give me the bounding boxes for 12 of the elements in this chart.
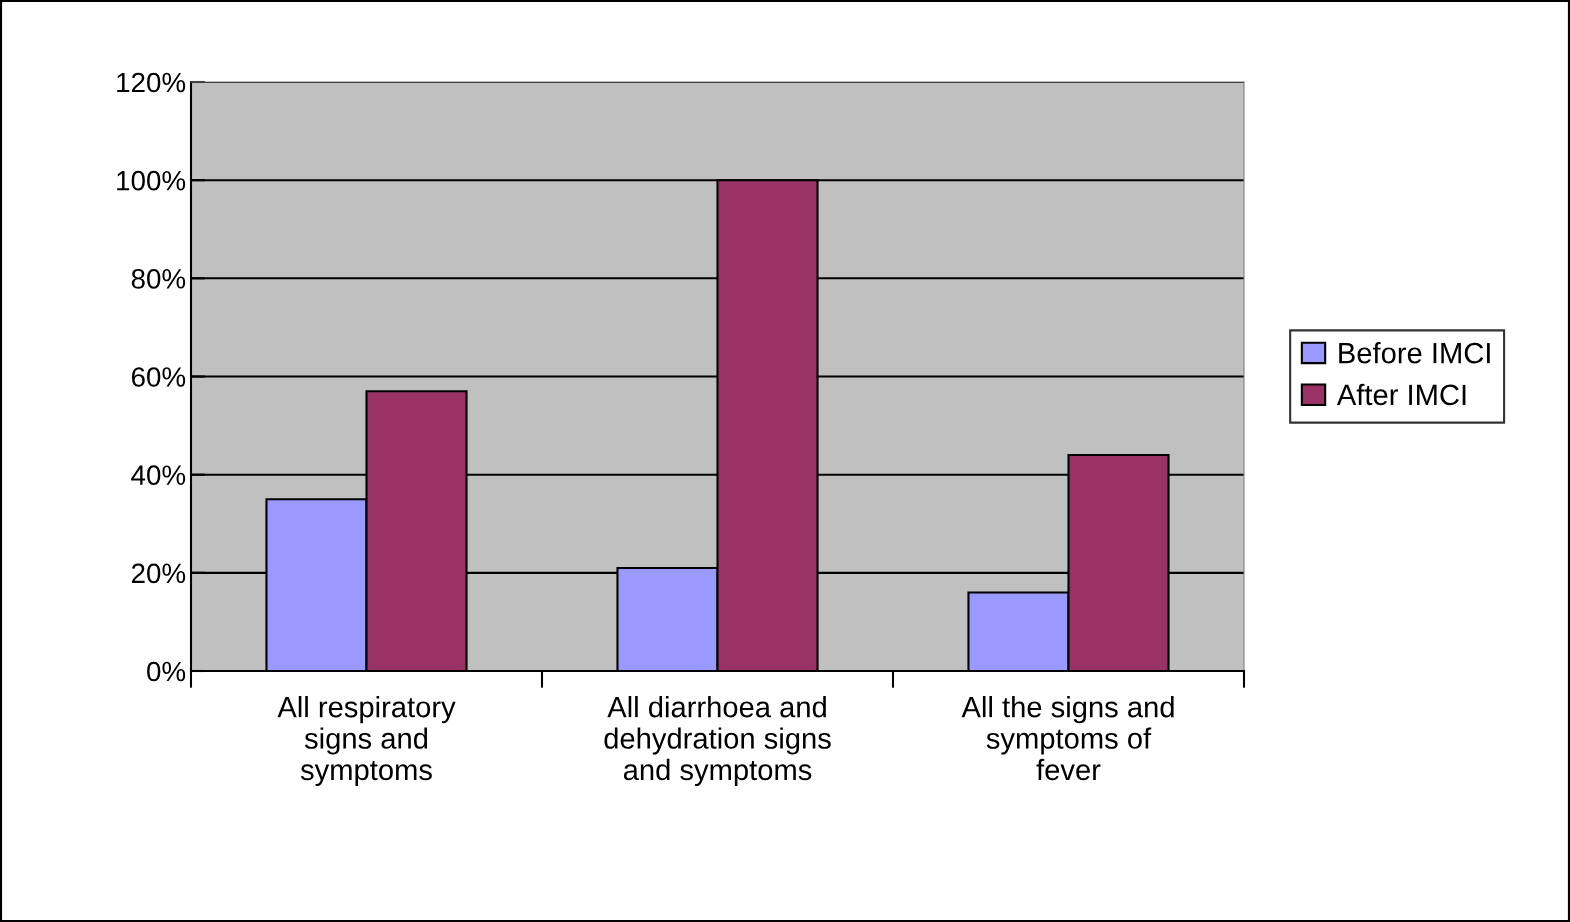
y-tick-label: 80% xyxy=(131,269,186,289)
legend-label: Before IMCI xyxy=(1339,342,1490,364)
x-tick-label: All the signs and symptoms of fever xyxy=(961,696,1174,781)
y-tick-label: 20% xyxy=(131,563,186,584)
y-tick-label: 100% xyxy=(117,170,186,191)
y-tick-label: 0% xyxy=(147,661,186,682)
y-tick-label: 60% xyxy=(131,367,186,387)
y-tick-label: 40% xyxy=(131,465,186,486)
x-tick-label: All diarrhoea and dehydration signs and symptoms xyxy=(604,696,831,787)
y-tick-label: 120% xyxy=(117,72,186,93)
legend-label: After IMCI xyxy=(1336,383,1466,406)
x-tick-label: All respiratory signs and symptoms xyxy=(277,696,456,787)
